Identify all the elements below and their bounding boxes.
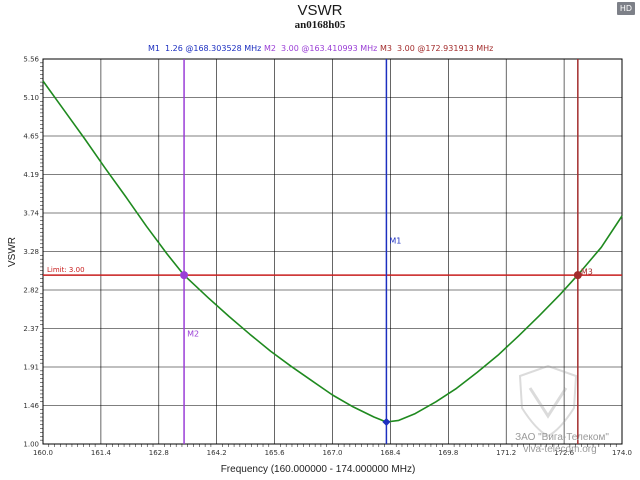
marker-group: M1 M2 M3 [180,59,593,444]
x-tick-label: 160.0 [33,449,53,457]
marker-label-m2: M2 [187,329,199,338]
hd-badge[interactable]: HD [617,2,635,15]
y-tick-label: 3.74 [23,210,39,218]
chart-title: VSWR [298,2,343,19]
y-tick-label: 5.10 [23,94,39,102]
limit-label: Limit: 3.00 [47,266,85,274]
watermark-site: viva-telecom.org [523,444,596,455]
y-tick-label: 3.28 [23,248,39,256]
grid [43,59,622,444]
legend-name-m3: M3 [380,44,392,53]
x-tick-label: 174.0 [612,449,632,457]
x-tick-label: 171.2 [496,449,516,457]
x-axis-ticks: 160.0 161.4 162.8 164.2 165.6 167.0 168.4 169.8… [33,444,632,457]
limit-line-group: Limit: 3.00 [43,266,622,276]
chart-subtitle: an0168h05 [295,19,346,31]
x-tick-label: 167.0 [322,449,342,457]
x-tick-label: 169.8 [438,449,458,457]
y-tick-label: 4.19 [23,171,39,179]
y-tick-label: 1.00 [23,441,39,449]
legend-value-m3: 3.00 @172.931913 MHz [397,44,493,53]
marker-label-m3: M3 [581,267,593,276]
marker-point-m2 [180,271,189,280]
y-tick-label: 2.37 [23,325,39,333]
watermark-logo [518,364,578,438]
marker-point-m1 [382,418,391,427]
y-tick-label: 4.65 [23,133,39,141]
x-tick-label: 161.4 [91,449,112,457]
legend-name-m2: M2 [264,44,276,53]
x-tick-label: 172.6 [554,449,575,457]
x-tick-label: 164.2 [207,449,227,457]
y-tick-label: 1.91 [23,364,39,372]
marker-label-m1: M1 [389,237,401,246]
x-tick-label: 165.6 [265,449,286,457]
y-tick-label: 1.46 [23,402,39,410]
legend-name-m1: M1 [148,44,160,53]
legend-value-m2: 3.00 @163.410993 MHz [281,44,377,53]
y-axis-ticks: 1.00 1.46 1.91 2.37 2.82 3.28 3.74 4.19 4.65 5.10… [23,56,43,449]
y-tick-label: 2.82 [23,287,39,295]
legend-value-m1: 1.26 @168.303528 MHz [165,44,261,53]
vswr-series-line [42,80,623,423]
x-tick-label: 162.8 [149,449,169,457]
x-tick-label: 168.4 [380,449,401,457]
watermark-company: ЗАО "Вига-Телеком" [515,432,609,443]
y-axis-label: VSWR [7,237,18,267]
y-tick-label: 5.56 [23,56,39,64]
marker-legend: M1 1.26 @168.303528 MHz M2 3.00 @163.410993… [148,44,493,53]
marker-point-m3 [573,271,582,280]
x-axis-label: Frequency (160.000000 - 174.000000 MHz) [221,464,416,475]
series-group [42,80,623,423]
